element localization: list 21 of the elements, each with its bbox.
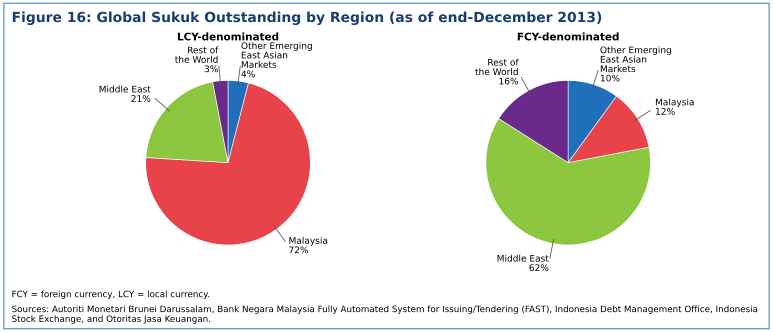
slice-label: Malaysia xyxy=(289,236,328,246)
slice-label: Malaysia xyxy=(656,98,694,108)
slice-label: Middle East xyxy=(100,86,151,93)
slice-label: Other Emerging East Asian Markets xyxy=(600,46,671,72)
slice-label: Rest of the World xyxy=(475,58,519,76)
data-label: 12% xyxy=(656,108,675,115)
slice-label: Middle East xyxy=(498,254,549,262)
text: FCY = foreign currency, LCY = local currency. xyxy=(12,290,209,299)
data-label: 72% xyxy=(289,246,308,254)
slice-label: Rest of the World xyxy=(175,46,219,63)
chart-title: Figure 16: Global Sukuk Outstanding by Region (as of end-December 2013) xyxy=(12,11,602,26)
data-label: 3% xyxy=(204,65,218,72)
data-label: 16% xyxy=(500,78,518,85)
data-label: 4% xyxy=(241,70,255,78)
slice-label: Other Emerging East Asian Markets xyxy=(241,42,312,68)
chart-subtitle: FCY-denominated xyxy=(518,32,619,40)
chart-subtitle: LCY-denominated xyxy=(178,32,278,40)
source-note: Sources: Autoriti Monetari Brunei Darussalam, Bank Negara Malaysia Fully Automated System for Issuing/Tendering (FAST), Indonesia Debt Management Office, Indonesia Stock Exchange, and Otoritas Jasa Keuangan. xyxy=(12,305,758,324)
data-label: 21% xyxy=(131,95,150,102)
data-label: 10% xyxy=(600,74,620,82)
data-label: 62% xyxy=(529,264,548,272)
